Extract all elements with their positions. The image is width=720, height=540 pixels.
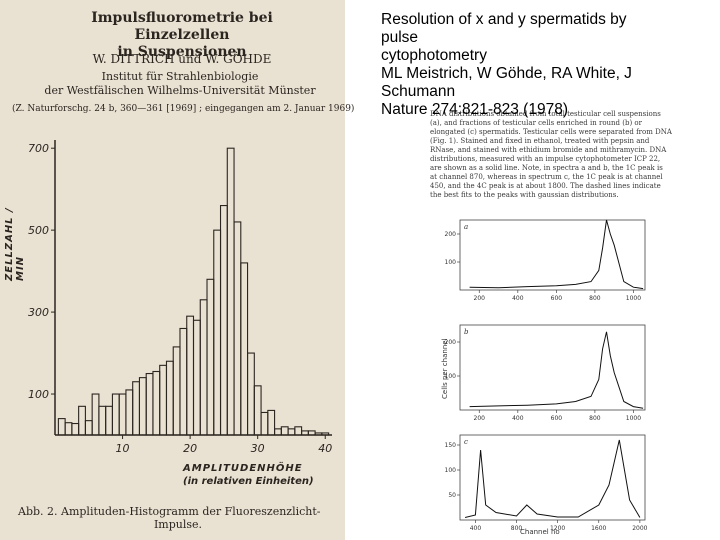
spectrum-x-tick-label: 800 — [589, 415, 601, 422]
paper-title-line2: in Suspensionen — [117, 44, 247, 60]
spectrum-panel-letter: c — [464, 438, 468, 446]
histogram-chart: 100 300 500 700 10 20 30 40 — [28, 140, 332, 455]
histogram-y-tick-label: 100 — [28, 388, 49, 401]
spectrum-frame — [459, 219, 646, 291]
histogram-y-tick-label: 700 — [28, 142, 49, 155]
spectrum-x-tick-label: 400 — [512, 295, 524, 302]
overlay-line2: pulse — [381, 29, 419, 46]
spectrum-y-tick-label: 200 — [445, 339, 457, 346]
histogram-y-tick-label: 500 — [28, 224, 49, 237]
spectrum-y-tick-label: 200 — [445, 231, 457, 238]
spectrum-y-tick-label: 100 — [445, 467, 457, 474]
spectra-y-label: Cells per channel — [441, 338, 449, 399]
spectrum-x-tick-label: 800 — [511, 525, 523, 532]
spectrum-x-tick-label: 1000 — [626, 415, 641, 422]
spectrum-y-tick-label: 150 — [445, 442, 457, 449]
spectrum-series-line — [464, 439, 641, 518]
histogram-y-tick-label: 300 — [28, 306, 49, 319]
spectrum-x-tick-label: 600 — [551, 415, 563, 422]
spectrum-x-tick-label: 1000 — [626, 295, 641, 302]
overlay-line3: cytophotometry — [381, 47, 487, 64]
spectrum-x-tick-label: 400 — [470, 525, 482, 532]
paper-institute: Institut für Strahlenbiologie der Westfä… — [30, 70, 330, 98]
caption-line1: Abb. 2. Amplituden-Histogramm der Fluore… — [18, 505, 321, 518]
histogram-bar — [240, 262, 249, 436]
overlay-line6: Nature 274:821-823 (1978) — [381, 101, 568, 118]
histogram-x-tick-label: 40 — [318, 442, 332, 455]
spectrum-y-tick-label: 100 — [445, 259, 457, 266]
spectrum-y-tick-label: 50 — [448, 492, 456, 499]
spectrum-panel-letter: b — [464, 328, 469, 336]
spectrum-x-tick-label: 200 — [474, 295, 486, 302]
spectrum-frame — [459, 324, 646, 411]
figure-caption: Abb. 2. Amplituden-Histogramm der Fluore… — [18, 505, 338, 531]
overlay-line4: ML Meistrich, W Göhde, RA White, J — [381, 65, 632, 82]
spectrum-x-tick-label: 200 — [474, 415, 486, 422]
spectrum-x-tick-label: 1200 — [550, 525, 565, 532]
spectrum-series-line — [469, 219, 644, 290]
histogram-x-tick-label: 10 — [116, 442, 130, 455]
institute-line1: Institut für Strahlenbiologie — [101, 70, 259, 83]
histogram-bar — [267, 409, 276, 436]
caption-line2: Impulse. — [153, 518, 203, 531]
spectrum-x-tick-label: 1600 — [591, 525, 606, 532]
paper-title: Impulsfluorometrie bei Einzelzellen in S… — [52, 10, 312, 61]
histogram-x-tick-label: 20 — [183, 442, 197, 455]
spectrum-frame — [459, 434, 646, 521]
spectrum-x-tick-label: 600 — [551, 295, 563, 302]
paper-title-line1: Impulsfluorometrie bei Einzelzellen — [91, 10, 273, 43]
paper-reference: (Z. Naturforschg. 24 b, 360—361 [1969] ;… — [12, 104, 355, 114]
histogram-bar — [253, 385, 262, 436]
histogram-x-tick-label: 30 — [251, 442, 265, 455]
spectrum-panel-letter: a — [464, 223, 468, 231]
overlay-line1: Resolution of x and y spermatids by — [381, 11, 627, 28]
histogram-x-sublabel: (in relativen Einheiten) — [183, 476, 314, 487]
spectrum-series-line — [469, 331, 644, 409]
paper-authors: W. DITTRICH und W. GÖHDE — [92, 52, 272, 66]
histogram-bar — [321, 432, 330, 436]
histogram-x-label: AMPLITUDENHÖHE — [183, 463, 303, 474]
left-paper-scan: Impulsfluorometrie bei Einzelzellen in S… — [0, 0, 355, 540]
slide-overlay-citation: Resolution of x and y spermatids by puls… — [381, 11, 701, 119]
institute-line2: der Westfälischen Wilhelms-Universität M… — [44, 84, 316, 97]
spectrum-x-tick-label: 800 — [589, 295, 601, 302]
paper-paragraph: DNA distributions obtained from total te… — [430, 110, 672, 199]
spectra-x-label: Channel no — [520, 528, 560, 536]
right-paper-scan: DNA distributions obtained from total te… — [380, 100, 672, 540]
spectrum-x-tick-label: 2000 — [632, 525, 647, 532]
spectrum-x-tick-label: 400 — [512, 415, 524, 422]
overlay-line5: Schumann — [381, 83, 456, 100]
spectrum-y-tick-label: 100 — [445, 373, 457, 380]
